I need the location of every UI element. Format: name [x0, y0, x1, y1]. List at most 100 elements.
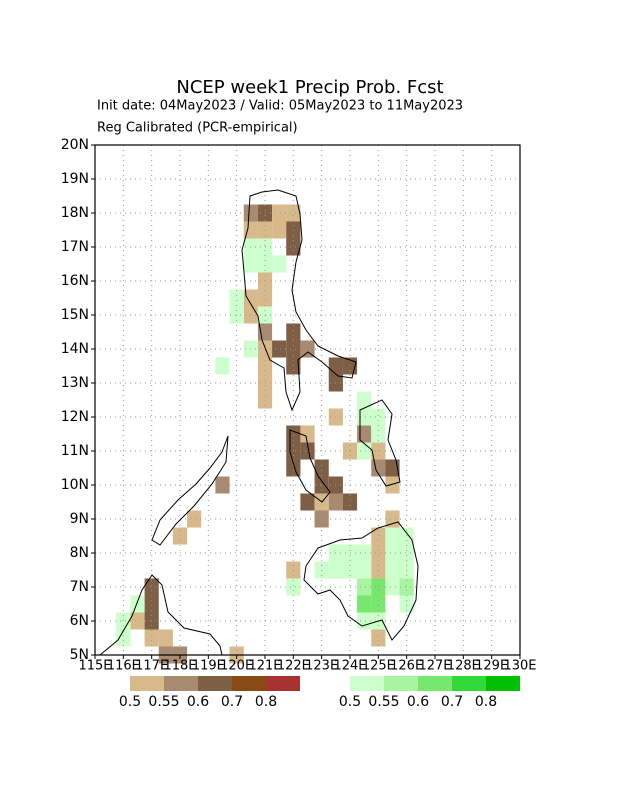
cells [116, 204, 414, 664]
grid-cell [385, 544, 400, 562]
x-tick-label: 126E [390, 659, 423, 674]
grid-cell [286, 340, 301, 358]
x-tick-label: 119E [192, 659, 225, 674]
grid-cell [257, 255, 273, 273]
y-tick-label: 10N [61, 477, 89, 493]
coastline [241, 189, 357, 412]
grid-cell [144, 578, 159, 596]
coastline [303, 521, 419, 641]
grid-cell [116, 629, 131, 647]
legend: 0.5 0.55 0.6 0.7 0.8 0.5 0.55 0.6 0.7 0.8 [119, 676, 520, 710]
grid-cell [399, 544, 414, 562]
grid-cell [342, 493, 358, 511]
x-tick-label: 124E [333, 659, 366, 674]
grid-cell [215, 357, 230, 375]
grid-cell [328, 561, 343, 579]
grid-cell [286, 425, 301, 443]
chart-title: NCEP week1 Precip Prob. Fcst [176, 77, 443, 98]
coastline [359, 399, 401, 487]
grid-cell [243, 221, 258, 239]
grid-cell [357, 578, 372, 596]
grid-cell [314, 459, 329, 477]
grid-cell [215, 476, 230, 494]
legend-label: 0.7 [221, 694, 243, 710]
grid-cell [300, 425, 315, 443]
legend-label: 0.8 [255, 694, 277, 710]
x-tick-label: 121E [248, 659, 281, 674]
grid-cell [286, 323, 301, 341]
legend-label: 0.55 [368, 694, 399, 710]
coastline [151, 435, 229, 546]
legend-label: 0.5 [119, 694, 141, 710]
y-tick-label: 17N [61, 239, 89, 255]
grid-cell [371, 629, 386, 647]
grid-cell [357, 408, 372, 426]
grid-cell [385, 459, 400, 477]
grid-cell [357, 442, 372, 460]
x-tick-label: 127E [418, 659, 451, 674]
grid-cell [243, 289, 258, 307]
subtitle: Reg Calibrated (PCR-empirical) [97, 121, 298, 136]
y-tick-label: 16N [61, 273, 89, 289]
grid-cell [385, 527, 400, 545]
y-tick-label: 13N [61, 375, 89, 391]
grid-cell [314, 510, 329, 528]
grid-cell [371, 578, 386, 596]
grid-cell [130, 612, 145, 630]
y-tick-label: 9N [70, 511, 89, 527]
grid-cell [300, 340, 315, 358]
x-tick-label: 122E [277, 659, 310, 674]
legend-label: 0.5 [339, 694, 361, 710]
grid-cell [399, 578, 414, 596]
legend-swatch [452, 676, 486, 691]
grid-cell [385, 510, 400, 528]
legend-swatch [198, 676, 232, 691]
legend-swatch [350, 676, 384, 691]
grid-cell [257, 289, 273, 307]
grid-cell [371, 425, 386, 443]
x-tick-label: 128E [447, 659, 480, 674]
grid-cell [272, 221, 287, 239]
grid-cell [187, 510, 202, 528]
legend-swatch [130, 676, 164, 691]
grid-cell [272, 340, 287, 358]
y-tick-label: 8N [70, 545, 89, 561]
x-tick-label: 120E [220, 659, 253, 674]
x-tick-label: 118E [163, 659, 196, 674]
subtitle: Init date: 04May2023 / Valid: 05May2023 … [97, 99, 463, 114]
grid-cell [328, 493, 343, 511]
grid-cell [357, 544, 372, 562]
grid-cell [357, 425, 372, 443]
legend-label: 0.6 [407, 694, 429, 710]
x-tick-label: 130E [503, 659, 536, 674]
legend-swatch [232, 676, 266, 691]
grid-cell [371, 408, 386, 426]
y-tick-label: 20N [61, 137, 89, 153]
x-tick-label: 129E [475, 659, 508, 674]
legend-label: 0.7 [441, 694, 463, 710]
legend-swatch [384, 676, 418, 691]
y-tick-label: 19N [61, 171, 89, 187]
grid-cell [357, 391, 372, 409]
grid-cell [130, 595, 145, 613]
grid-cell [385, 476, 400, 494]
grid-cell [371, 595, 386, 613]
grid-cell [286, 204, 301, 222]
x-tick-label: 117E [135, 659, 168, 674]
grid-cell [385, 578, 400, 596]
grid-cell [158, 629, 173, 647]
grid-cell [399, 595, 414, 613]
x-tick-label: 123E [305, 659, 338, 674]
grid-cell [272, 255, 287, 273]
grid-cell [357, 561, 372, 579]
y-tick-label: 7N [70, 579, 89, 595]
grid-cell [229, 289, 244, 307]
grid-cell [286, 578, 301, 596]
legend-label: 0.6 [187, 694, 209, 710]
grid-cell [371, 544, 386, 562]
y-tick-label: 6N [70, 613, 89, 629]
grid-cell [385, 561, 400, 579]
grid-cell [144, 595, 159, 613]
grid-cell [286, 459, 301, 477]
